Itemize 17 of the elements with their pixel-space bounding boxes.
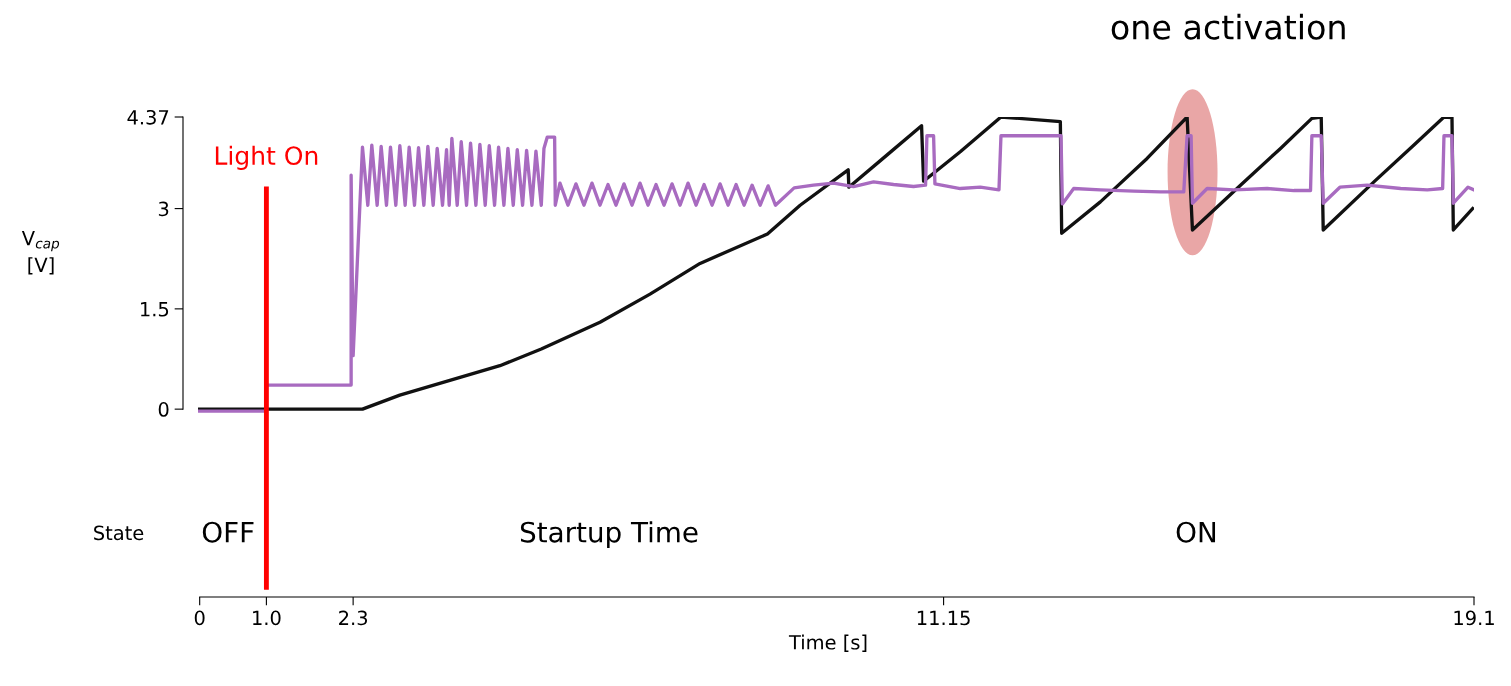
x-tick-label: 0	[194, 610, 205, 626]
annotation: OFF	[202, 521, 254, 543]
x-tick-label: 19.1	[1454, 610, 1494, 626]
x-tick-label: 1.0	[253, 610, 281, 626]
x-tick-label: 11.15	[917, 610, 970, 626]
annotation: ON	[1176, 521, 1216, 543]
y-tick-label: 4.37	[127, 109, 169, 125]
y-tick-label: 3	[158, 201, 169, 217]
annotation: Startup Time	[520, 521, 698, 549]
y-axis-title: V$_{cap}$ [V]	[21, 231, 60, 275]
y-tick-label: 1.5	[141, 302, 169, 317]
y-tick-label: 0	[158, 402, 169, 417]
x-axis-title: Time [s]	[788, 634, 867, 652]
ref-line-label: Light On	[215, 145, 318, 170]
text: State	[94, 525, 144, 541]
x-tick-label: 2.3	[339, 610, 368, 626]
text: one activation	[1111, 13, 1345, 40]
